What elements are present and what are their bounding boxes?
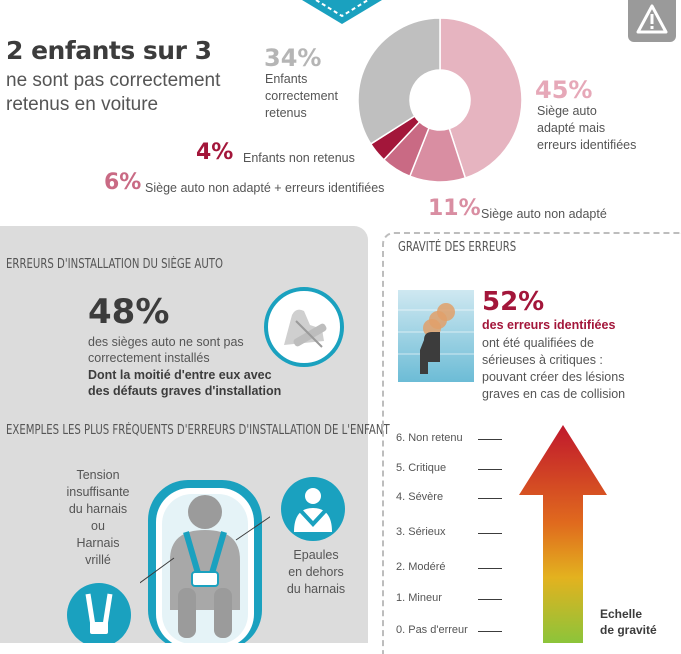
scale-label-0: 0. Pas d'erreur (396, 624, 468, 636)
label-34-pct: 34% (264, 44, 322, 72)
scale-label-1: 1. Mineur (396, 592, 442, 604)
gravite-heading-text: Gravité des erreurs (398, 240, 517, 255)
gravite-panel (382, 232, 681, 654)
gravite-line-1: ont été qualifiées de (482, 336, 594, 350)
scale-title-1: Echelle (600, 607, 643, 621)
label-6-text: Siège auto non adapté + erreurs identifi… (145, 181, 385, 195)
label-6-pct: 6% (104, 170, 142, 195)
example-left-1: Tension (76, 468, 120, 482)
example-left-4: ou (91, 519, 105, 533)
example-right-text: Epaules en dehors du harnais (276, 547, 356, 598)
example-right-2: en dehors (288, 565, 344, 579)
label-34-line1: Enfants (265, 72, 308, 86)
label-34-line3: retenus (265, 106, 307, 120)
install-bold-1: Dont la moitié d'entre eux avec (88, 368, 272, 382)
scale-dash-3 (478, 533, 502, 534)
child-crash-illustration (398, 290, 474, 382)
gravite-text: ont été qualifiées de sérieuses à critiq… (482, 335, 625, 403)
label-11-text: Siège auto non adapté (481, 207, 607, 221)
headline-line-2: retenus en voiture (6, 94, 159, 115)
harness-shoulders-icon (281, 477, 345, 541)
scale-label-4: 4. Sévère (396, 491, 444, 503)
install-bold-2: des défauts graves d'installation (88, 384, 282, 398)
label-45-line1: Siège auto (537, 104, 597, 118)
top-chevron-icon (302, 0, 382, 24)
example-left-5: Harnais (76, 536, 120, 550)
label-45-line3: erreurs identifiées (537, 138, 637, 152)
scale-label-5: 5. Critique (396, 462, 447, 474)
headline-line-1: ne sont pas correctement (6, 70, 221, 91)
scale-dash-1 (478, 599, 502, 600)
donut-slice-45 (439, 17, 523, 179)
gravite-line-2: sérieuses à critiques : (482, 353, 603, 367)
install-line-1: des sièges auto ne sont pas (88, 335, 244, 349)
donut-slice-34 (357, 17, 441, 145)
label-4-pct: 4% (196, 140, 234, 165)
severity-arrow (519, 425, 607, 643)
harness-tension-icon (67, 583, 131, 643)
scale-dash-5 (478, 469, 502, 470)
examples-heading-text: Exemples les plus fréquents d'erreurs d'… (6, 423, 390, 438)
headline-title: 2 enfants sur 3 (6, 36, 212, 65)
gravite-line-4: graves en cas de collision (482, 387, 626, 401)
car-seat-icon (264, 287, 344, 367)
baby-seat-illustration (140, 480, 270, 643)
label-45-line2: adapté mais (537, 121, 606, 135)
gravite-pct: 52% (482, 287, 545, 317)
examples-heading: Exemples les plus fréquents d'erreurs d'… (6, 423, 390, 438)
donut-chart (357, 17, 523, 183)
gravite-bold: des erreurs identifiées (482, 318, 616, 332)
label-45-pct: 45% (535, 76, 593, 104)
gravite-line-3: pouvant créer des lésions (482, 370, 625, 384)
scale-label-6: 6. Non retenu (396, 432, 463, 444)
scale-dash-6 (478, 439, 502, 440)
install-heading: Erreurs d'installation du siège auto (6, 257, 223, 272)
install-line-2: correctement installés (88, 351, 210, 365)
scale-title-2: de gravité (600, 623, 657, 637)
example-left-6: vrillé (85, 553, 111, 567)
install-pct: 48% (88, 292, 170, 332)
example-left-text: Tension insuffisante du harnais ou Harna… (52, 467, 144, 569)
gravite-heading: Gravité des erreurs (398, 240, 516, 255)
label-11-pct: 11% (428, 196, 481, 221)
scale-dash-0 (478, 631, 502, 632)
label-45-text: Siège auto adapté mais erreurs identifié… (537, 103, 636, 154)
scale-label-2: 2. Modéré (396, 561, 446, 573)
example-left-2: insuffisante (66, 485, 130, 499)
install-heading-text: Erreurs d'installation du siège auto (6, 257, 223, 272)
label-34-line2: correctement (265, 89, 338, 103)
example-right-3: du harnais (286, 582, 346, 596)
scale-dash-2 (478, 568, 502, 569)
label-4-text: Enfants non retenus (243, 151, 355, 165)
example-right-1: Epaules (293, 548, 339, 562)
scale-dash-4 (478, 498, 502, 499)
scale-label-3: 3. Sérieux (396, 526, 446, 538)
example-left-3: du harnais (68, 502, 128, 516)
warning-icon (628, 0, 676, 42)
label-34-text: Enfants correctement retenus (265, 71, 338, 122)
